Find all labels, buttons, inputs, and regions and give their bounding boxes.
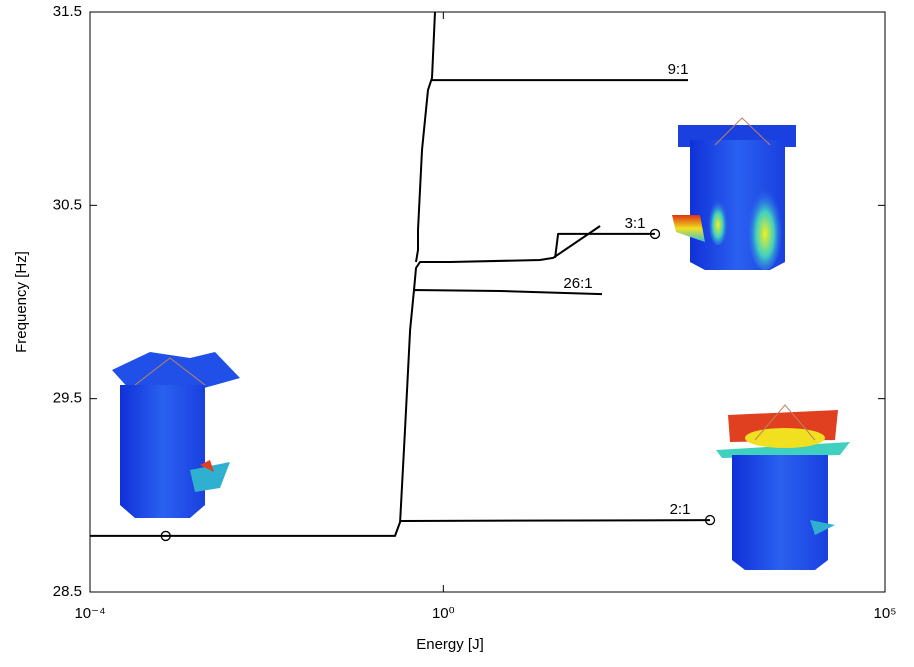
y-tick-label: 28.5 xyxy=(53,583,82,600)
point-marker xyxy=(160,530,171,542)
point-marker xyxy=(704,514,716,526)
structure-image-right-bottom xyxy=(716,404,850,570)
y-tick-label: 30.5 xyxy=(53,196,82,213)
x-tick-label: 10⁵ xyxy=(874,605,897,622)
x-tick-label: 10⁰ xyxy=(432,605,455,622)
branch-label: 26:1 xyxy=(563,275,592,292)
branch-label: 3:1 xyxy=(625,215,646,232)
branch-label: 9:1 xyxy=(668,61,689,78)
structure-image-right-top xyxy=(672,117,796,270)
plot-frame xyxy=(89,11,886,593)
point-marker xyxy=(649,228,661,240)
y-tick-label: 31.5 xyxy=(53,3,82,20)
structure-image-left xyxy=(112,352,240,518)
line-series xyxy=(90,11,711,537)
y-tick-label: 29.5 xyxy=(53,390,82,407)
x-tick-label: 10⁻⁴ xyxy=(74,605,105,622)
branch-label: 2:1 xyxy=(670,501,691,518)
x-axis-label: Energy [J] xyxy=(416,636,484,653)
y-axis-label: Frequency [Hz] xyxy=(13,251,30,353)
